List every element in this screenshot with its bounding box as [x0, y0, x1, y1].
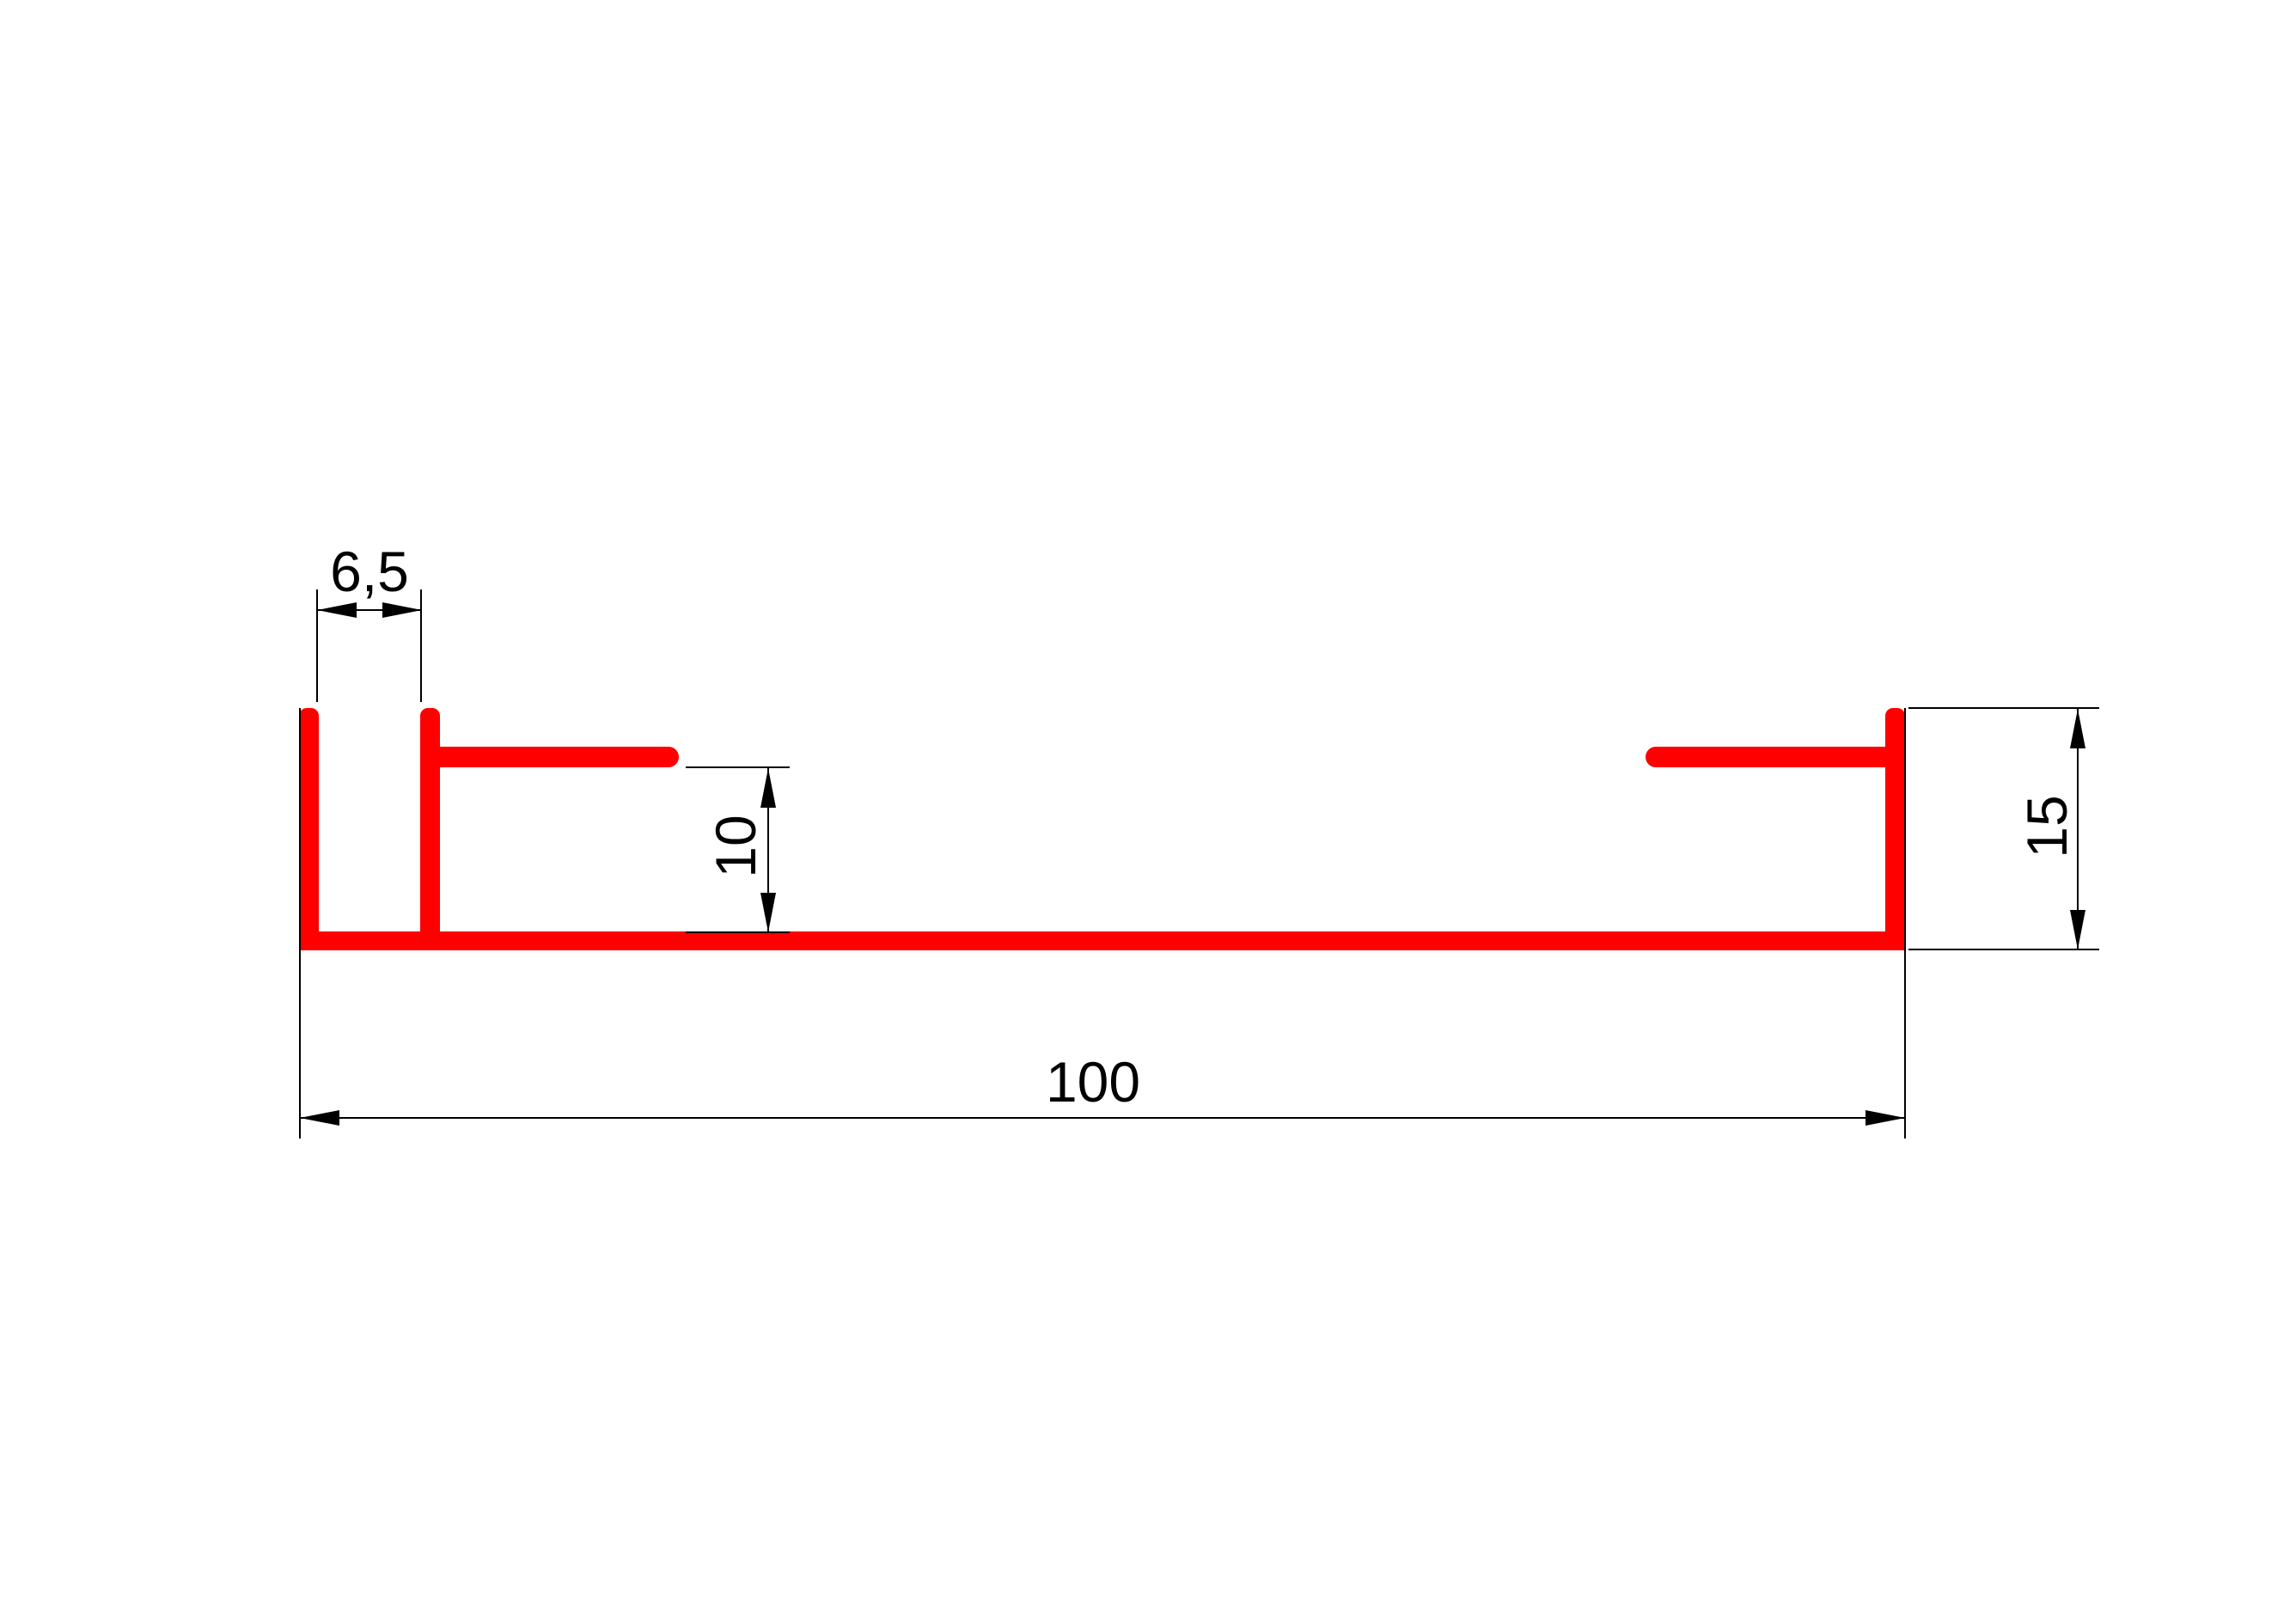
dim-clearance-extension-line-bottom — [686, 931, 790, 933]
dim-slot-arrow-right-icon — [382, 602, 422, 618]
dim-slot-extension-line-left — [316, 589, 318, 702]
dim-clearance-value: 10 — [704, 815, 767, 878]
dim-width-extension-line-right — [1904, 708, 1906, 1139]
dim-slot-dimension-line — [317, 609, 422, 611]
profile-right-arm — [1646, 747, 1895, 767]
dim-width-value: 100 — [1045, 1050, 1141, 1114]
dim-width-extension-line-left — [299, 708, 301, 1139]
profile-left-arm — [430, 747, 679, 767]
profile-inner-flange — [420, 708, 440, 950]
dim-clearance-dimension-line — [767, 767, 769, 932]
dim-height-extension-line-top — [1908, 707, 2099, 709]
dim-slot-extension-line-right — [420, 589, 422, 702]
profile-right-flange — [1885, 708, 1905, 950]
dim-clearance-arrow-down-icon — [760, 893, 776, 932]
dim-height-arrow-up-icon — [2070, 709, 2085, 748]
dim-height-value: 15 — [2015, 795, 2079, 858]
dim-slot-arrow-left-icon — [317, 602, 357, 618]
profile-left-flange — [299, 708, 319, 950]
dim-height-arrow-down-icon — [2070, 910, 2085, 949]
dim-width-arrow-right-icon — [1865, 1110, 1905, 1126]
dim-clearance-arrow-up-icon — [760, 768, 776, 808]
dim-height-extension-line-bottom — [1908, 949, 2099, 950]
dim-clearance-extension-line-top — [686, 766, 790, 768]
profile-base — [299, 931, 1905, 950]
dim-width-arrow-left-icon — [300, 1110, 339, 1126]
dim-height-dimension-line — [2077, 708, 2079, 949]
dim-width-dimension-line — [300, 1117, 1905, 1119]
dim-slot-value: 6,5 — [330, 540, 409, 603]
